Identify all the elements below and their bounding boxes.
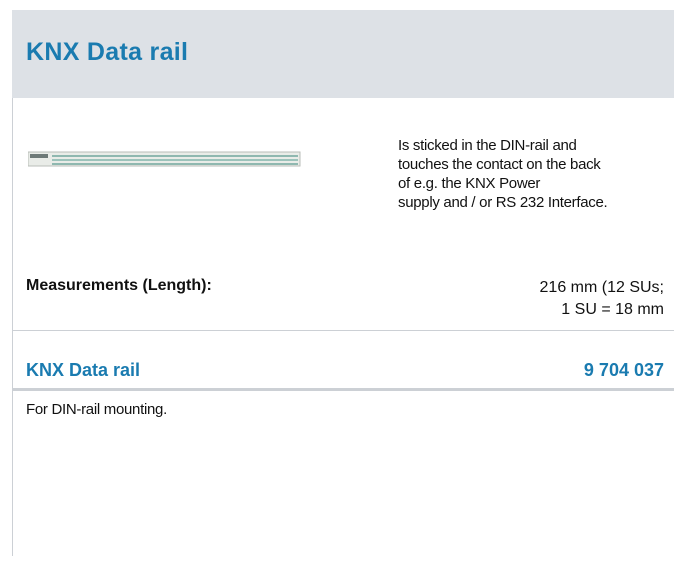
product-number: 9 704 037 xyxy=(584,360,664,381)
text-line: supply and / or RS 232 Interface. xyxy=(398,193,607,212)
rail-label xyxy=(30,154,48,158)
text-line: 1 SU = 18 mm xyxy=(540,299,664,321)
separator xyxy=(12,388,674,391)
text-line: Is sticked in the DIN-rail and xyxy=(398,136,607,155)
product-image xyxy=(28,150,303,168)
rail-stripe xyxy=(52,159,298,161)
title: KNX Data rail xyxy=(26,38,188,67)
left-border xyxy=(12,98,13,556)
measurements-value: 216 mm (12 SUs; 1 SU = 18 mm xyxy=(540,277,664,321)
description: Is sticked in the DIN-rail and touches t… xyxy=(398,136,607,212)
separator xyxy=(12,330,674,331)
product-name: KNX Data rail xyxy=(26,360,140,381)
note: For DIN-rail mounting. xyxy=(26,401,167,418)
text-line: touches the contact on the back xyxy=(398,155,607,174)
page: KNX Data rail Is sticked in the DIN-rail… xyxy=(0,0,674,562)
rail-stripe xyxy=(52,163,298,165)
rail-stripe xyxy=(52,155,298,157)
measurements-label: Measurements (Length): xyxy=(26,277,212,295)
text-line: 216 mm (12 SUs; xyxy=(540,277,664,299)
text-line: of e.g. the KNX Power xyxy=(398,174,607,193)
